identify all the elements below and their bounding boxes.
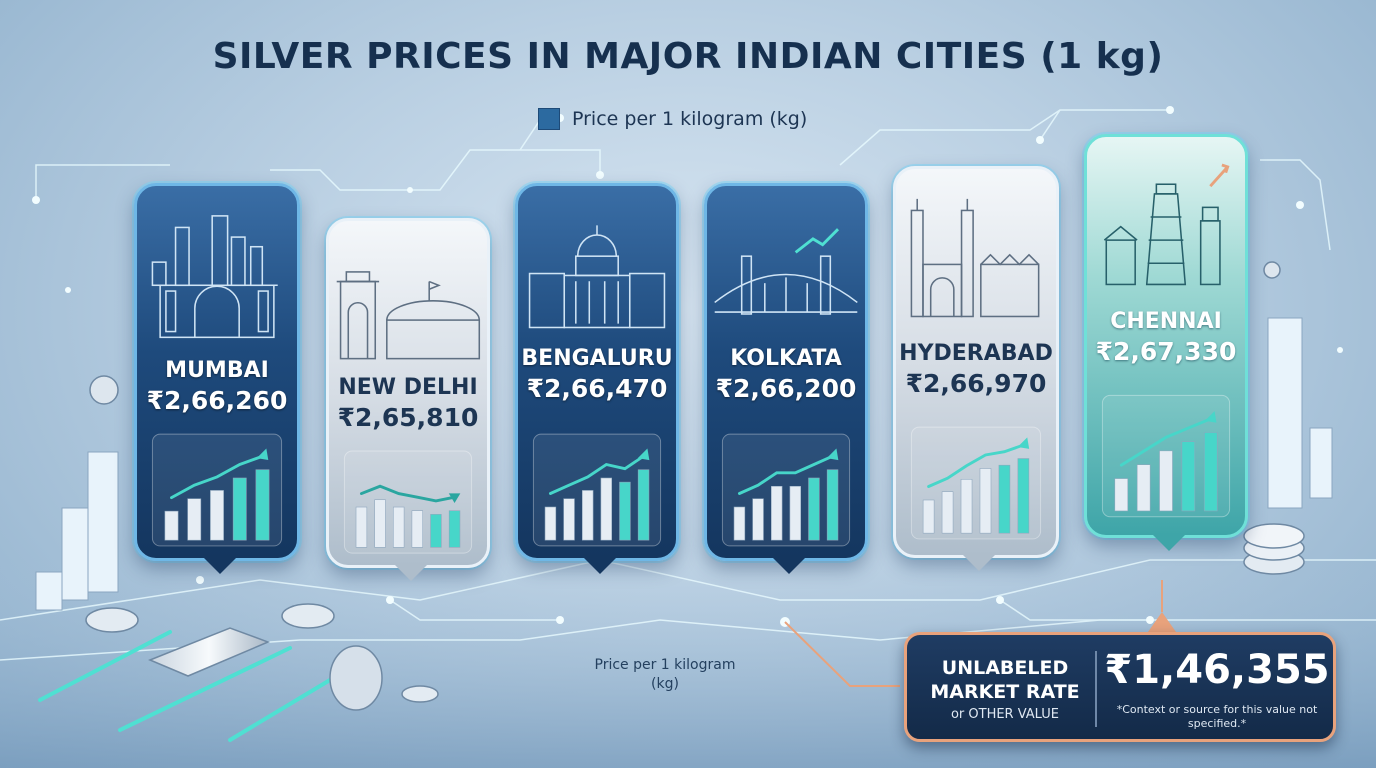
card-pointer (204, 558, 236, 574)
card-city-label: CHENNAI (1110, 309, 1222, 334)
mini-chart-bar (600, 477, 613, 541)
mini-chart-bar (770, 485, 783, 541)
mini-chart-bar (733, 506, 746, 541)
card-mumbai: MUMBAI ₹2,66,260 (134, 183, 300, 574)
charminar-icon (910, 198, 1040, 318)
mini-chart-bar (210, 490, 224, 541)
mini-chart-bar (374, 499, 386, 548)
mini-chart-bar (979, 468, 992, 534)
mini-chart-bar (1114, 478, 1129, 512)
callout-divider (1095, 651, 1097, 727)
mini-chart-bar (1017, 458, 1030, 534)
mini-chart-bar (637, 469, 650, 541)
temple-gopuram-icon (1103, 163, 1230, 286)
mini-chart-bar (808, 477, 820, 541)
mini-chart-bar (826, 469, 839, 541)
mini-chart-trend-line (927, 443, 1025, 488)
trend-up-arrow-icon (637, 448, 650, 461)
legend-label: Price per 1 kilogram (kg) (572, 108, 808, 130)
card-city-label: NEW DELHI (338, 375, 478, 400)
mini-trend-chart (151, 433, 283, 547)
card-city-label: KOLKATA (730, 346, 842, 371)
mini-chart-bar (164, 510, 179, 541)
mini-chart-bar (1159, 450, 1173, 512)
card-price-label: ₹2,66,200 (715, 374, 857, 403)
card-pointer (963, 555, 995, 571)
mini-chart-bar (1181, 441, 1196, 512)
mini-chart-bar (411, 510, 424, 548)
mini-chart-bar (392, 506, 405, 548)
mini-chart-bar (544, 506, 557, 541)
card-chennai: CHENNAI ₹2,67,330 (1084, 134, 1248, 551)
mini-chart-bar (1136, 464, 1151, 512)
card-city-label: MUMBAI (165, 358, 269, 383)
mini-chart-bar (752, 498, 764, 541)
trend-up-arrow-icon (256, 448, 269, 461)
callout-label-line1: UNLABELED (941, 657, 1069, 679)
card-city-label: BENGALURU (521, 346, 673, 371)
mini-chart-trend-line (737, 454, 835, 495)
mini-trend-chart (343, 450, 473, 554)
card-city-label: HYDERABAD (899, 341, 1053, 366)
chart-title: SILVER PRICES IN MAJOR INDIAN CITIES (1 … (212, 36, 1164, 77)
trend-up-arrow-icon (1204, 411, 1217, 423)
card-price-label: ₹2,67,330 (1095, 337, 1237, 366)
gateway-of-india-icon (151, 215, 278, 339)
mini-chart-bar (355, 506, 368, 548)
mini-chart-bar (960, 478, 973, 534)
callout-note: *Context or source for this value not sp… (1116, 703, 1318, 730)
callout-value: ₹1,46,355 (1104, 647, 1330, 693)
card-bengaluru: BENGALURU ₹2,66,470 (515, 183, 679, 574)
mini-chart-bar (619, 481, 631, 541)
trend-down-arrow-icon (448, 493, 461, 503)
card-kolkata: KOLKATA ₹2,66,200 (704, 183, 868, 574)
mini-chart-bar (1203, 432, 1218, 512)
mini-chart-trend-line (170, 454, 264, 500)
mini-trend-chart (721, 433, 851, 547)
footnote-unit: Price per 1 kilogram (kg) (594, 657, 736, 692)
vidhana-soudha-icon (528, 225, 666, 329)
legend-swatch (538, 108, 560, 130)
mini-chart-trend-line (1119, 417, 1213, 467)
mini-chart-bar (581, 490, 594, 541)
trend-up-arrow-icon (1017, 437, 1030, 449)
mini-chart-bar (941, 491, 954, 534)
mini-chart-bar (255, 469, 270, 541)
mini-chart-bar (563, 498, 575, 541)
mini-chart-bar (448, 510, 461, 548)
mini-chart-bar (232, 477, 247, 541)
card-price-label: ₹2,65,810 (337, 403, 479, 432)
mini-chart-trend-line (359, 484, 457, 503)
mini-chart-trend-line (548, 454, 646, 495)
india-gate-icon (336, 271, 481, 360)
mini-trend-chart (910, 426, 1042, 540)
mini-trend-chart (532, 433, 662, 547)
card-price-label: ₹2,66,260 (146, 386, 288, 415)
mini-chart-bar (922, 499, 935, 534)
mini-trend-chart (1101, 394, 1231, 518)
howrah-bridge-icon (714, 228, 858, 315)
unlabeled-value-callout: UNLABELED MARKET RATE or OTHER VALUE ₹1,… (904, 632, 1336, 742)
mini-chart-bar (430, 514, 442, 548)
card-pointer (1153, 535, 1185, 551)
card-pointer (773, 558, 805, 574)
card-hyderabad: HYDERABAD ₹2,66,970 (893, 166, 1059, 571)
mini-chart-bar (789, 485, 802, 541)
card-new-delhi: NEW DELHI ₹2,65,810 (326, 218, 490, 581)
mini-chart-bar (998, 464, 1011, 534)
card-pointer (584, 558, 616, 574)
legend: Price per 1 kilogram (kg) (538, 106, 807, 132)
mini-chart-bar (187, 498, 202, 541)
card-price-label: ₹2,66,470 (526, 374, 668, 403)
callout-label-line3: or OTHER VALUE (950, 707, 1060, 722)
card-pointer (395, 565, 427, 581)
trend-up-arrow-icon (826, 448, 839, 461)
card-price-label: ₹2,66,970 (905, 369, 1047, 398)
callout-label-line2: MARKET RATE (930, 681, 1080, 703)
